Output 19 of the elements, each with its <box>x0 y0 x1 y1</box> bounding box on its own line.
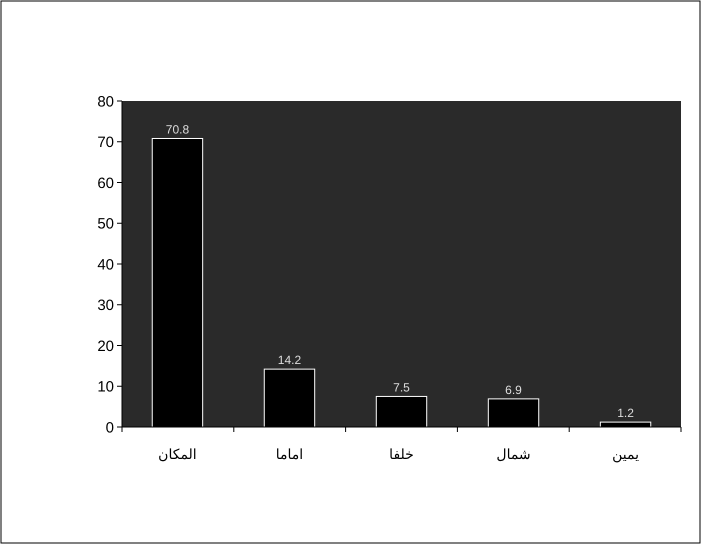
y-tick-label: 30 <box>97 297 114 314</box>
x-tick-label: خلفا <box>389 447 414 463</box>
data-label: 14.2 <box>278 353 302 368</box>
x-tick-label: اماما <box>276 447 304 463</box>
x-tick-label: يمين <box>612 447 640 463</box>
y-tick-label: 80 <box>97 93 114 110</box>
data-label: 70.8 <box>166 122 190 136</box>
y-tick-label: 10 <box>97 378 114 396</box>
y-tick-label: 50 <box>97 216 114 232</box>
y-tick-label: 60 <box>97 174 114 192</box>
data-label: 6.9 <box>505 382 522 397</box>
x-tick-label: شمال <box>496 447 531 463</box>
data-label: 7.5 <box>393 380 410 394</box>
y-tick-label: 70 <box>97 134 114 151</box>
y-tick-label: 20 <box>97 338 114 355</box>
data-label: 1.2 <box>617 406 634 420</box>
y-tick-label: 40 <box>97 256 114 274</box>
y-tick-label: 0 <box>106 419 114 436</box>
x-tick-label: المكان <box>158 447 197 463</box>
